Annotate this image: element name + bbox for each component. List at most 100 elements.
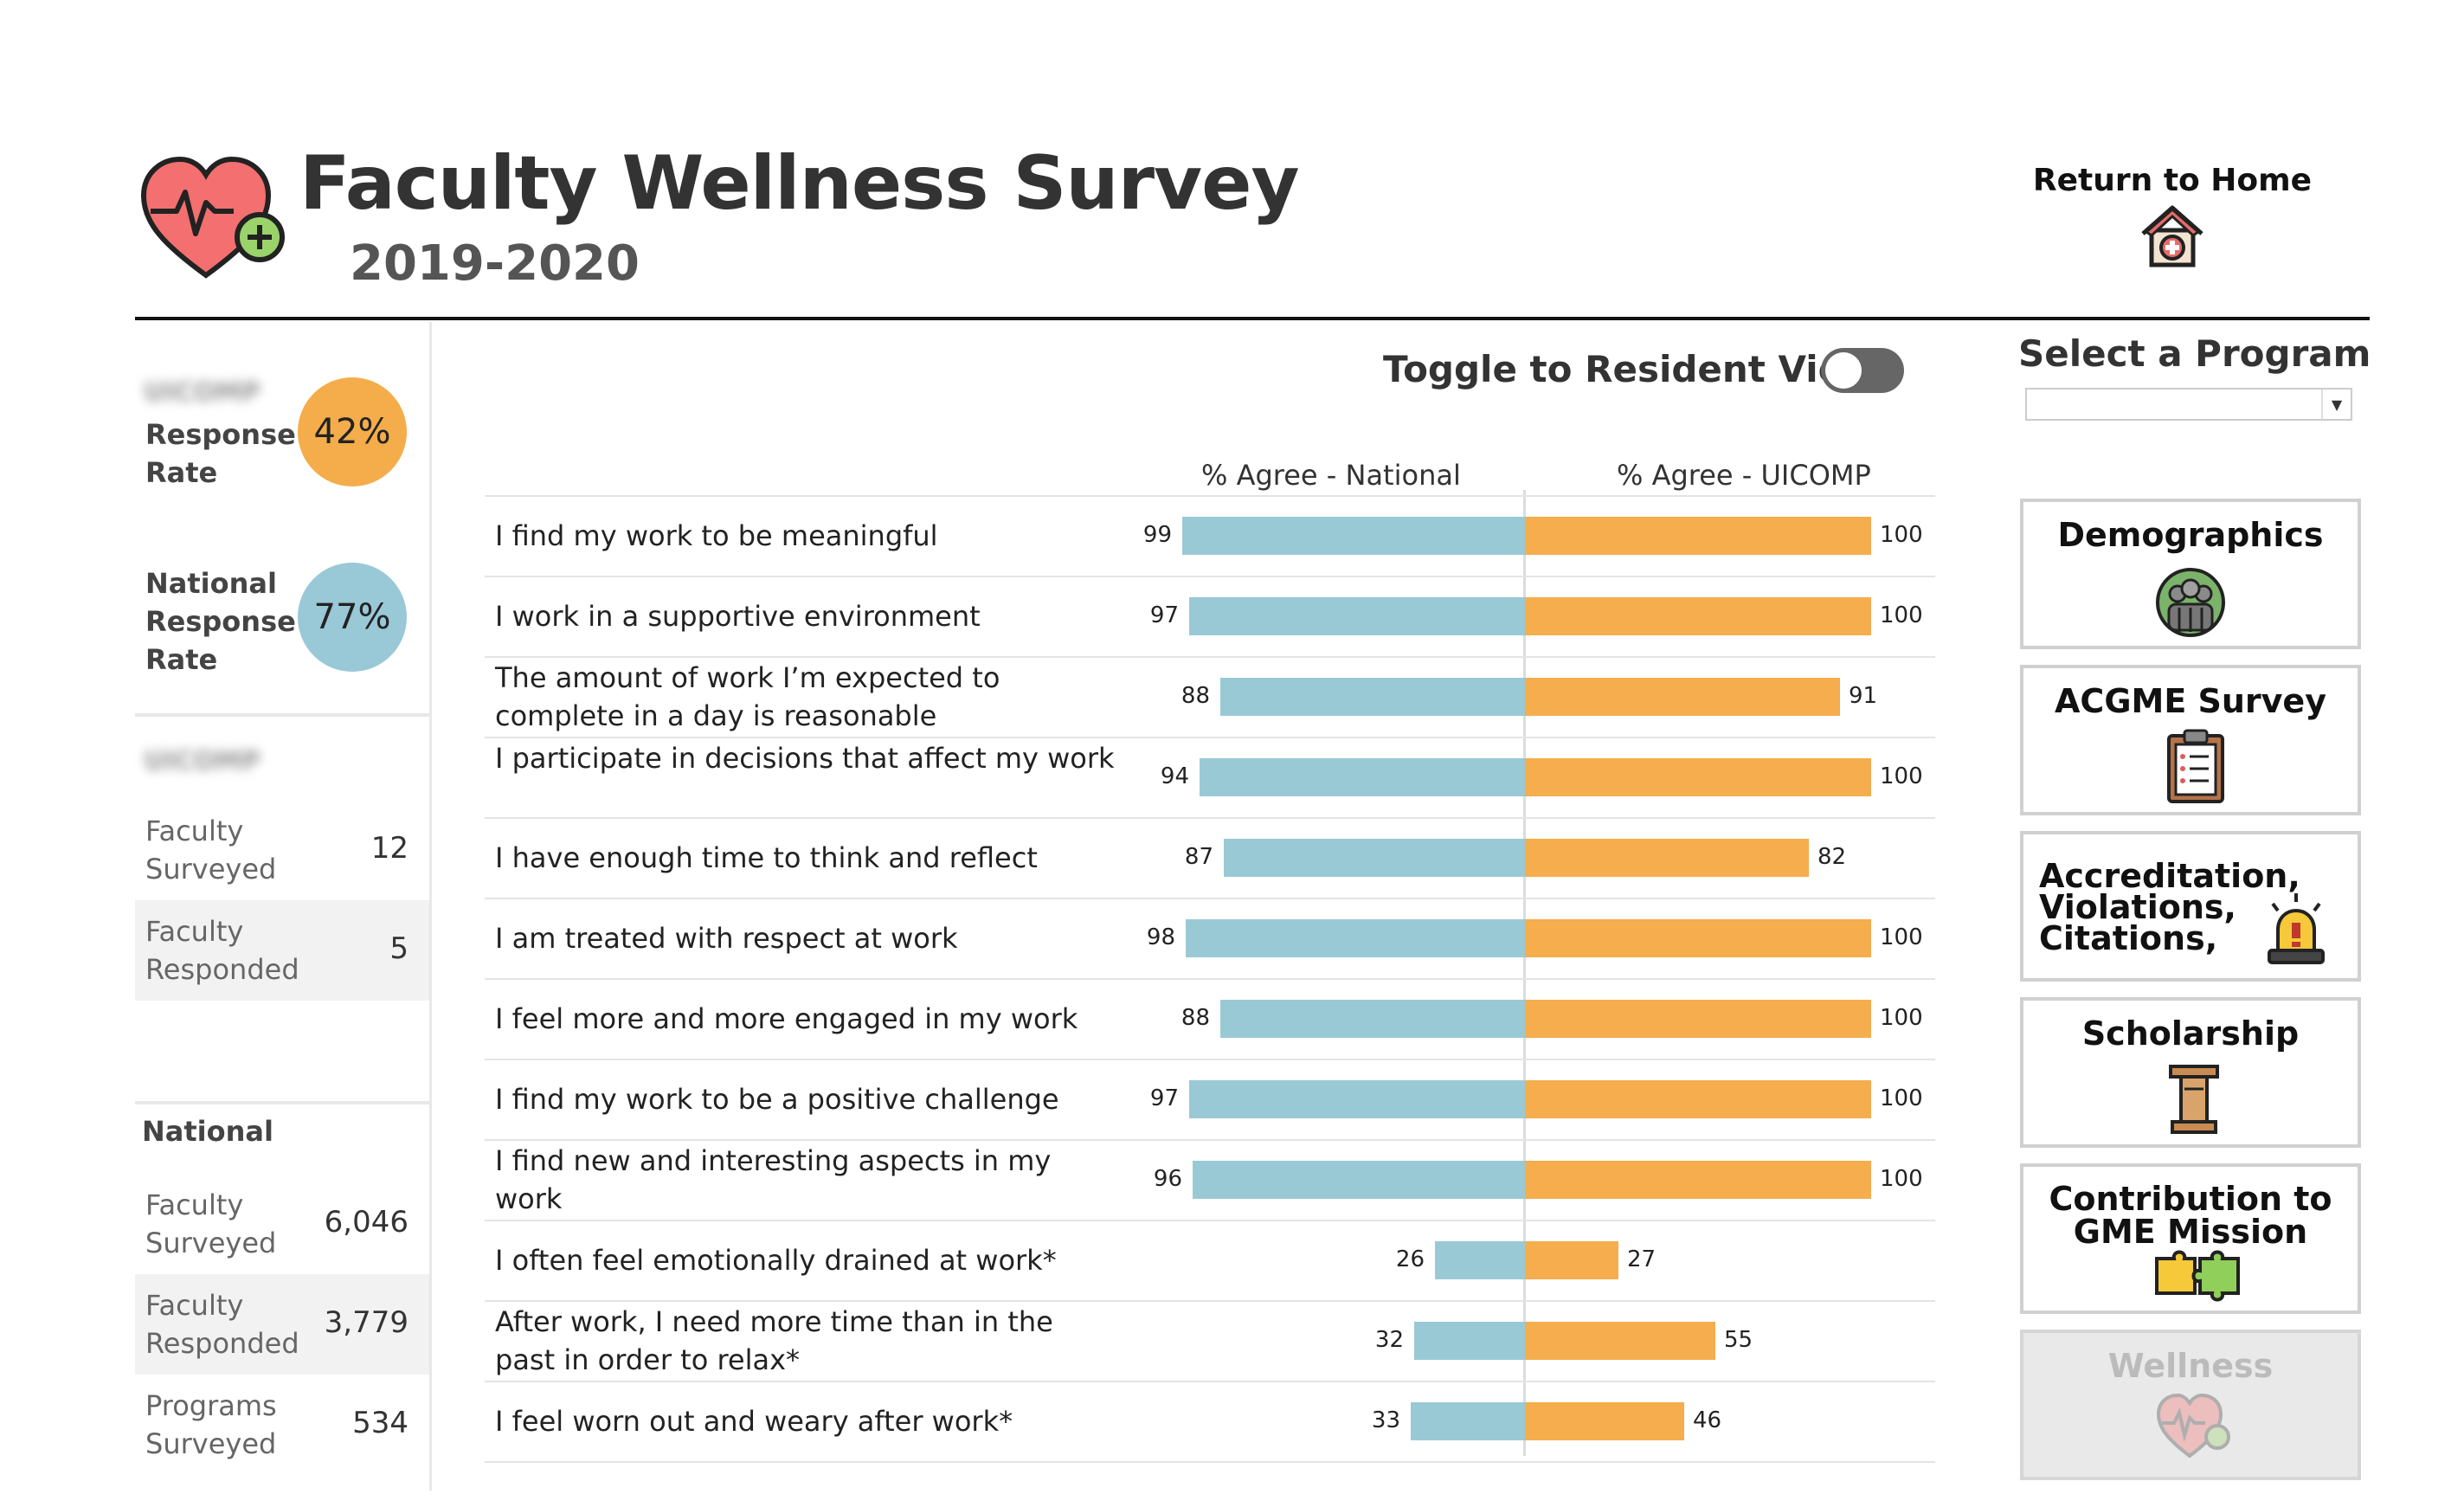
question-label: I have enough time to think and reflect	[495, 840, 1038, 874]
nav-gme-mission-button[interactable]: Contribution to GME Mission	[2020, 1163, 2361, 1314]
stat-value: 5	[389, 931, 409, 966]
nav-card-label: Accreditation, Violations, Citations,	[2039, 857, 2300, 957]
national-value-label: 97	[1149, 1085, 1179, 1111]
house-medical-icon	[2138, 201, 2207, 270]
national-bar	[1435, 1240, 1525, 1279]
question-label: I find my work to be meaningful	[495, 518, 938, 552]
section-divider	[135, 1101, 429, 1104]
national-value-label: 87	[1184, 843, 1213, 870]
program-faculty-responded-row: Faculty Responded 5	[135, 900, 429, 1001]
national-bar	[1220, 677, 1525, 716]
stat-label: Faculty Surveyed	[145, 1188, 277, 1259]
uicomp-bar	[1525, 757, 1871, 796]
national-value-label: 97	[1149, 602, 1179, 628]
stat-label: Faculty Responded	[145, 1289, 299, 1360]
national-bar	[1189, 1079, 1525, 1118]
row-divider	[485, 1059, 1935, 1060]
question-label: I am treated with respect at work	[495, 921, 958, 955]
uicomp-bar	[1525, 838, 1809, 877]
nav-card-label: Demographics	[2057, 516, 2324, 554]
return-home-button[interactable]: Return to Home	[2017, 163, 2328, 275]
nav-scholarship-button[interactable]: Scholarship	[2020, 997, 2361, 1148]
national-value-label: 33	[1371, 1407, 1400, 1433]
national-value-label: 96	[1153, 1165, 1182, 1192]
stat-label: Faculty Surveyed	[145, 815, 277, 886]
uicomp-bar	[1525, 1321, 1715, 1360]
national-value-label: 94	[1160, 763, 1189, 789]
national-value-label: 88	[1181, 682, 1210, 709]
row-divider	[485, 817, 1935, 819]
stat-label: Programs Surveyed	[145, 1389, 277, 1460]
question-label: After work, I need more time than in the…	[495, 1304, 1053, 1376]
row-divider	[485, 978, 1935, 980]
national-faculty-surveyed-row: Faculty Surveyed 6,046	[135, 1174, 429, 1274]
national-value-label: 88	[1181, 1004, 1210, 1031]
uicomp-value-label: 55	[1724, 1326, 1753, 1353]
nav-card-label: Wellness	[2107, 1347, 2274, 1385]
chart-center-axis	[1523, 490, 1526, 1456]
question-label: I find new and interesting aspects in my…	[495, 1143, 1052, 1215]
program-select-label: Select a Program	[2018, 332, 2371, 375]
question-label: I feel worn out and weary after work*	[495, 1404, 1013, 1438]
nav-wellness-button[interactable]: Wellness	[2020, 1330, 2361, 1480]
nav-card-label: ACGME Survey	[2055, 682, 2326, 720]
response-rate-value: 42%	[313, 412, 391, 452]
program-faculty-surveyed-row: Faculty Surveyed 12	[135, 800, 429, 900]
national-programs-surveyed-row: Programs Surveyed 534	[135, 1375, 429, 1475]
uicomp-value-label: 82	[1817, 843, 1847, 870]
uicomp-bar	[1525, 1160, 1871, 1199]
stat-value: 12	[370, 831, 409, 866]
national-response-rate-badge: 77%	[298, 563, 407, 672]
response-rate-label: Response Rate	[145, 418, 296, 489]
national-value-label: 98	[1146, 924, 1175, 950]
national-value-label: 32	[1374, 1326, 1404, 1353]
row-divider	[485, 1220, 1935, 1221]
uicomp-bar	[1525, 1240, 1618, 1279]
warning-light-icon	[2257, 892, 2335, 969]
nav-demographics-button[interactable]: Demographics	[2020, 499, 2361, 649]
national-heading: National	[142, 1115, 273, 1148]
national-bar	[1189, 596, 1525, 635]
uicomp-value-label: 100	[1880, 602, 1923, 628]
page-title: Faculty Wellness Survey	[299, 140, 1300, 227]
national-value-label: 99	[1142, 521, 1172, 548]
uicomp-bar	[1525, 999, 1871, 1038]
row-divider	[485, 1139, 1935, 1141]
uicomp-value-label: 100	[1880, 1165, 1923, 1192]
stat-label: Faculty Responded	[145, 915, 299, 986]
nav-card-label: Contribution to GME Mission	[2049, 1180, 2332, 1251]
clipboard-icon	[2157, 727, 2235, 805]
return-home-label: Return to Home	[2032, 163, 2313, 198]
national-bar	[1182, 516, 1525, 555]
program-select-dropdown[interactable]: ▼	[2025, 388, 2352, 421]
national-column-header: % Agree - National	[1201, 459, 1461, 492]
national-bar	[1224, 838, 1525, 877]
heart-pulse-icon	[2155, 1392, 2233, 1470]
podium-icon	[2155, 1059, 2233, 1137]
nav-acgme-survey-button[interactable]: ACGME Survey	[2020, 665, 2361, 815]
nav-accreditation-button[interactable]: Accreditation, Violations, Citations,	[2020, 831, 2361, 982]
stat-value: 534	[352, 1406, 409, 1440]
stat-value: 3,779	[324, 1305, 409, 1340]
row-divider	[485, 1461, 1935, 1463]
national-bar	[1193, 1160, 1525, 1199]
national-bar	[1411, 1401, 1525, 1440]
uicomp-bar	[1525, 516, 1871, 555]
national-bar	[1220, 999, 1525, 1038]
puzzle-icon	[2152, 1241, 2240, 1319]
national-value-label: 26	[1395, 1246, 1425, 1272]
uicomp-value-label: 27	[1627, 1246, 1657, 1272]
uicomp-value-label: 46	[1693, 1407, 1722, 1433]
question-label: The amount of work I’m expected to compl…	[495, 660, 1000, 732]
uicomp-value-label: 91	[1849, 682, 1878, 709]
program-name-redacted: UICOMP	[144, 377, 261, 408]
section-divider	[135, 713, 429, 717]
row-divider	[485, 495, 1935, 497]
national-bar	[1414, 1321, 1525, 1360]
question-label: I find my work to be a positive challeng…	[495, 1082, 1059, 1116]
row-divider	[485, 737, 1935, 738]
resident-view-toggle[interactable]	[1821, 348, 1904, 393]
row-divider	[485, 576, 1935, 577]
question-label: I often feel emotionally drained at work…	[495, 1243, 1057, 1277]
